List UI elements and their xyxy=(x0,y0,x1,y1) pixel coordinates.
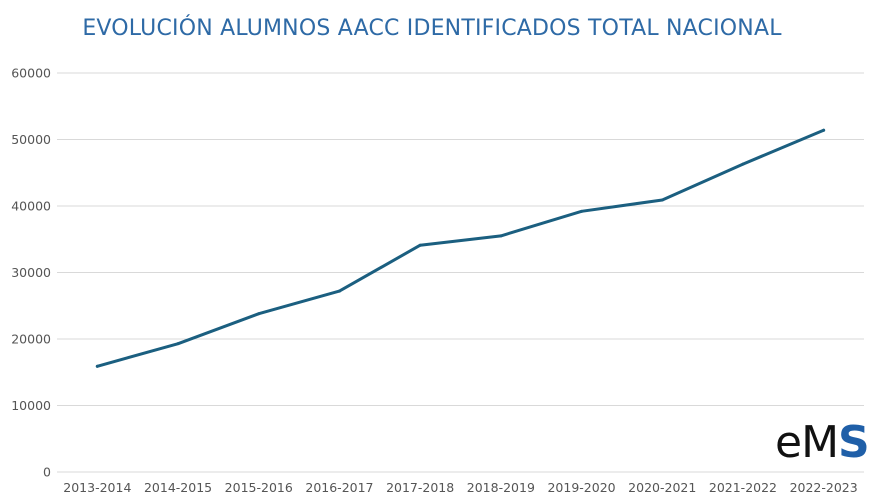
x-tick-label: 2014-2015 xyxy=(144,480,212,495)
data-point-2020-2021 xyxy=(660,198,664,202)
series-layer xyxy=(95,128,826,368)
ems-logo: eMS xyxy=(775,417,870,468)
logo-letter-s: S xyxy=(838,417,870,468)
x-tick-label: 2019-2020 xyxy=(547,480,615,495)
data-point-2017-2018 xyxy=(418,243,422,247)
data-point-2016-2017 xyxy=(337,289,341,293)
y-tick-label: 30000 xyxy=(11,265,51,280)
data-point-2021-2022 xyxy=(741,162,745,166)
x-tick-label: 2018-2019 xyxy=(467,480,535,495)
logo-letter-e: e xyxy=(775,417,802,468)
x-tick-label: 2020-2021 xyxy=(628,480,696,495)
data-point-2019-2020 xyxy=(580,209,584,213)
x-axis-ticks: 2013-2014 2014-2015 2015-2016 2016-2017 2017… xyxy=(63,480,857,495)
data-point-2022-2023 xyxy=(822,128,826,132)
gridlines xyxy=(57,72,864,473)
series-line-0 xyxy=(95,128,826,368)
y-tick-label: 60000 xyxy=(11,66,51,81)
x-tick-label: 2017-2018 xyxy=(386,480,454,495)
x-tick-label: 2022-2023 xyxy=(790,480,858,495)
data-point-2014-2015 xyxy=(176,342,180,346)
logo-letter-m: M xyxy=(801,417,839,468)
chart-title: EVOLUCIÓN ALUMNOS AACC IDENTIFICADOS TOT… xyxy=(82,16,782,41)
y-tick-label: 40000 xyxy=(11,199,51,214)
x-tick-label: 2016-2017 xyxy=(305,480,373,495)
y-tick-label: 10000 xyxy=(11,398,51,413)
x-tick-label: 2021-2022 xyxy=(709,480,777,495)
x-tick-label: 2013-2014 xyxy=(63,480,131,495)
y-axis-ticks: 0 10000 20000 30000 40000 50000 60000 xyxy=(11,66,51,480)
data-point-2015-2016 xyxy=(257,312,261,316)
data-point-2018-2019 xyxy=(499,234,503,238)
x-tick-label: 2015-2016 xyxy=(225,480,293,495)
y-tick-label: 20000 xyxy=(11,332,51,347)
y-tick-label: 0 xyxy=(43,465,51,480)
data-point-2013-2014 xyxy=(95,364,99,368)
y-tick-label: 50000 xyxy=(11,132,51,147)
